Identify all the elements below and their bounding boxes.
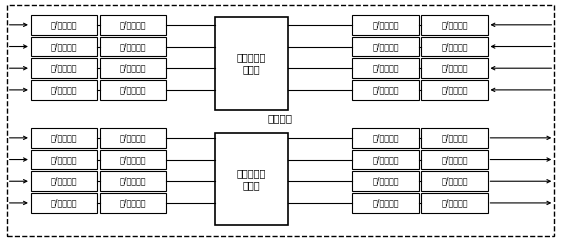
Bar xyxy=(352,37,419,56)
Bar xyxy=(100,58,166,78)
Text: 光/电转换器: 光/电转换器 xyxy=(441,85,468,94)
Bar xyxy=(100,171,166,191)
Text: 模/数转换器: 模/数转换器 xyxy=(119,198,146,208)
Text: 现场可编程
门电路: 现场可编程 门电路 xyxy=(237,53,266,74)
Text: 光/电转换器: 光/电转换器 xyxy=(441,20,468,29)
Bar xyxy=(100,37,166,56)
Text: 模/数转换器: 模/数转换器 xyxy=(119,155,146,164)
Text: 数/模转换器: 数/模转换器 xyxy=(119,64,146,73)
Text: 电/光转换器: 电/光转换器 xyxy=(50,42,77,51)
Bar xyxy=(31,15,97,35)
Bar xyxy=(421,150,488,169)
Bar xyxy=(421,80,488,100)
Text: 模/数转换器: 模/数转换器 xyxy=(119,133,146,142)
Bar xyxy=(352,193,419,213)
Bar xyxy=(215,133,288,225)
Text: 电/光转换器: 电/光转换器 xyxy=(441,177,468,186)
Bar xyxy=(215,17,288,110)
Text: 电/光转换器: 电/光转换器 xyxy=(441,133,468,142)
Bar xyxy=(31,37,97,56)
Text: 现场可编程
门电路: 现场可编程 门电路 xyxy=(237,168,266,190)
Bar xyxy=(100,15,166,35)
Text: 数/模转换器: 数/模转换器 xyxy=(119,42,146,51)
Text: 电/光转换器: 电/光转换器 xyxy=(50,64,77,73)
Bar xyxy=(421,58,488,78)
Bar xyxy=(421,37,488,56)
Text: 电/光转换器: 电/光转换器 xyxy=(50,85,77,94)
Text: 光/电转换器: 光/电转换器 xyxy=(50,198,77,208)
Text: 数/模转换器: 数/模转换器 xyxy=(372,133,399,142)
Text: 电/光转换器: 电/光转换器 xyxy=(441,198,468,208)
Text: 光/电转换器: 光/电转换器 xyxy=(50,155,77,164)
Bar xyxy=(352,58,419,78)
Text: 光/电转换器: 光/电转换器 xyxy=(50,177,77,186)
Text: 光/电转换器: 光/电转换器 xyxy=(50,133,77,142)
Bar xyxy=(31,150,97,169)
Text: 数/模转换器: 数/模转换器 xyxy=(372,177,399,186)
Text: 数/模转换器: 数/模转换器 xyxy=(372,198,399,208)
Bar xyxy=(31,193,97,213)
Bar xyxy=(100,128,166,148)
Bar xyxy=(352,80,419,100)
Text: 光/电转换器: 光/电转换器 xyxy=(441,42,468,51)
Bar xyxy=(352,171,419,191)
Bar xyxy=(352,15,419,35)
Bar xyxy=(100,80,166,100)
Text: 光/电转换器: 光/电转换器 xyxy=(441,64,468,73)
Bar xyxy=(421,171,488,191)
Text: 模/数转换器: 模/数转换器 xyxy=(372,42,399,51)
Text: 控制模块: 控制模块 xyxy=(268,114,293,124)
Text: 模/数转换器: 模/数转换器 xyxy=(372,20,399,29)
Bar xyxy=(31,58,97,78)
Bar xyxy=(100,193,166,213)
Bar xyxy=(100,150,166,169)
Text: 模/数转换器: 模/数转换器 xyxy=(372,85,399,94)
Text: 电/光转换器: 电/光转换器 xyxy=(50,20,77,29)
Text: 数/模转换器: 数/模转换器 xyxy=(119,20,146,29)
Text: 模/数转换器: 模/数转换器 xyxy=(119,177,146,186)
Bar xyxy=(31,128,97,148)
Text: 数/模转换器: 数/模转换器 xyxy=(372,155,399,164)
Bar xyxy=(352,128,419,148)
Bar xyxy=(31,80,97,100)
Bar xyxy=(31,171,97,191)
Text: 数/模转换器: 数/模转换器 xyxy=(119,85,146,94)
Text: 电/光转换器: 电/光转换器 xyxy=(441,155,468,164)
Bar xyxy=(421,193,488,213)
Bar xyxy=(421,15,488,35)
Bar xyxy=(421,128,488,148)
Bar xyxy=(352,150,419,169)
Text: 模/数转换器: 模/数转换器 xyxy=(372,64,399,73)
